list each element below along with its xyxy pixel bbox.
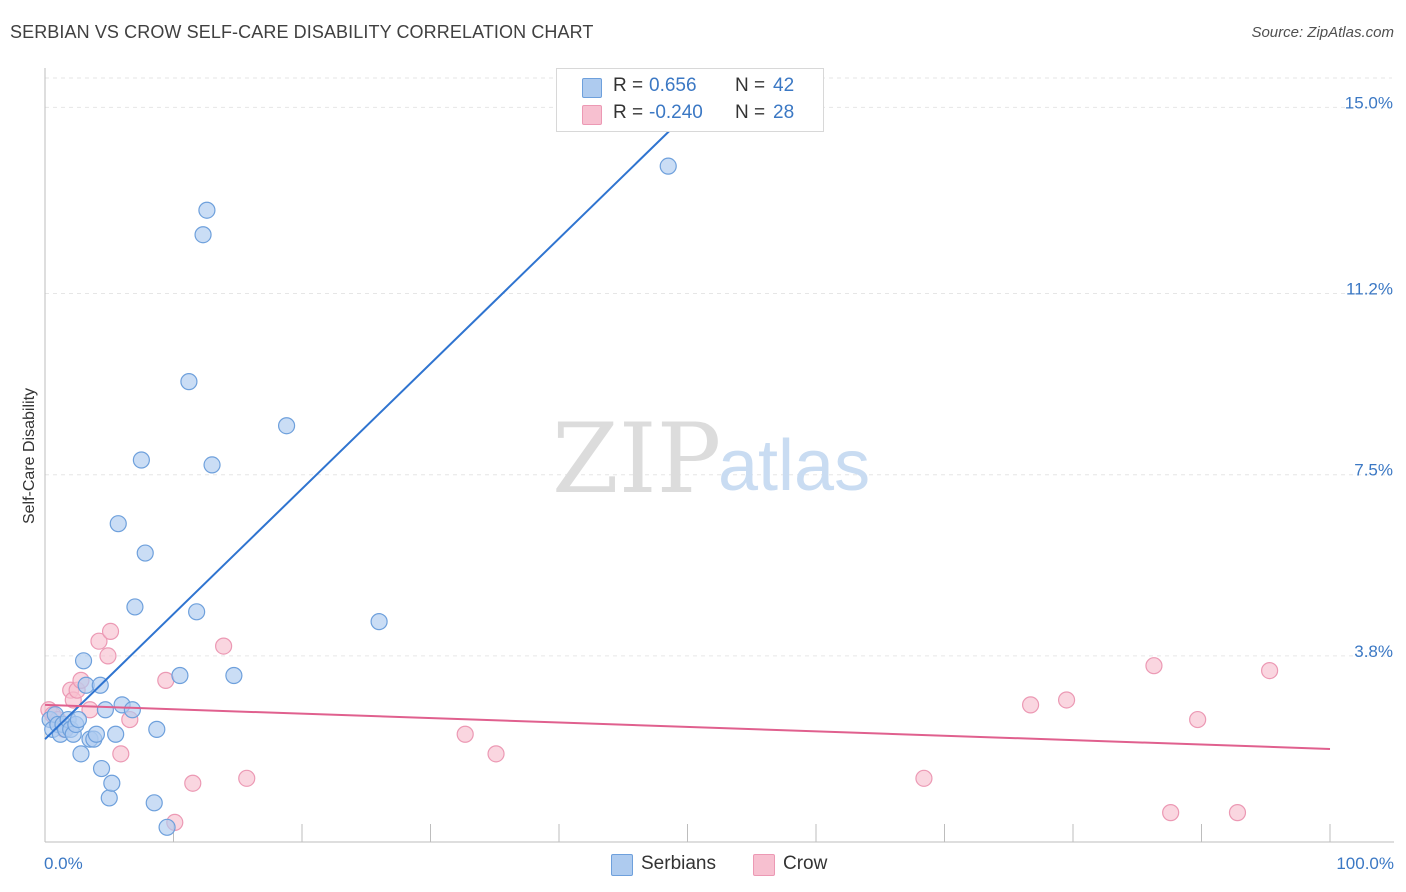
crow-point [1057, 691, 1076, 709]
crow-point [90, 632, 108, 650]
source-credit: Source: ZipAtlas.com [1251, 24, 1394, 41]
serbian-point [103, 774, 121, 792]
crow-point [456, 725, 474, 743]
crow-trend-line [44, 703, 1331, 750]
serbian-point [109, 515, 127, 533]
serbians-trend-line [44, 121, 680, 740]
r-label: R = [613, 102, 644, 123]
serbian-point [107, 725, 125, 743]
watermark-atlas: atlas [718, 426, 870, 506]
serbian-point [87, 725, 106, 743]
serbian-point [132, 451, 150, 469]
y-tick-label: 15.0% [1345, 93, 1393, 112]
serbian-point [72, 745, 90, 763]
y-tick-label: 7.5% [1354, 461, 1393, 480]
crow-point [238, 769, 256, 787]
serbian-points [41, 157, 677, 836]
n-value: 28 [773, 102, 795, 123]
crow-point [112, 745, 130, 763]
serbian-point [659, 157, 677, 175]
crow-point [101, 622, 120, 641]
r-label: R = [613, 75, 644, 96]
serbian-point [145, 794, 163, 812]
serbians-swatch [582, 78, 602, 98]
serbian-point [69, 710, 88, 729]
chart-title: SERBIAN VS CROW SELF-CARE DISABILITY COR… [10, 22, 594, 42]
serbian-point [188, 603, 206, 621]
correlation-legend: R = 0.656 N = 42 R = -0.240 N = 28 [556, 68, 824, 132]
serbian-point [74, 652, 93, 670]
y-tick-label: 11.2% [1346, 279, 1393, 298]
serbian-point [203, 456, 221, 474]
serbian-point [194, 226, 212, 244]
serbian-point [126, 598, 144, 616]
serbian-point [180, 373, 198, 391]
legend-row-serbians: R = 0.656 N = 42 [557, 74, 823, 100]
crow-swatch [582, 105, 602, 125]
n-label: N = [735, 102, 766, 123]
crow-point [1261, 661, 1279, 680]
crow-point [215, 637, 233, 655]
serbian-point [148, 720, 166, 738]
legend-label-serbians: Serbians [641, 853, 716, 874]
crow-point [487, 745, 505, 763]
x-tick-label: 100.0% [1336, 854, 1394, 873]
n-label: N = [735, 75, 766, 96]
crow-point [1145, 657, 1163, 675]
crow-point [915, 769, 933, 787]
crow-point [1189, 710, 1207, 729]
serbian-point [370, 613, 388, 631]
r-value: 0.656 [649, 75, 697, 96]
serbian-point [225, 666, 243, 685]
serbian-point [171, 666, 189, 685]
serbian-point [277, 417, 296, 435]
trend-lines [44, 121, 1331, 750]
crow-point [1228, 804, 1247, 822]
crow-point [1021, 696, 1040, 714]
serbian-point [92, 759, 111, 778]
serbian-point [198, 201, 216, 219]
crow-point [99, 647, 117, 665]
serbian-point [100, 789, 118, 807]
y-axis-label: Self-Care Disability [21, 388, 38, 524]
x-tick-labels: 0.0% 100.0% [44, 854, 1394, 873]
legend-row-crow: R = -0.240 N = 28 [557, 101, 823, 127]
y-tick-labels: 3.8% 7.5% 11.2% 15.0% [1345, 93, 1393, 661]
legend-label-crow: Crow [783, 853, 828, 874]
serbian-point [123, 701, 141, 719]
crow-point [1162, 804, 1180, 822]
y-tick-label: 3.8% [1354, 642, 1393, 661]
serbian-point [158, 818, 176, 836]
serbian-point [96, 701, 114, 719]
x-tick-label: 0.0% [44, 854, 83, 873]
n-value: 42 [773, 75, 795, 96]
serbian-point [136, 544, 154, 562]
series-legend: Serbians Crow [0, 852, 1406, 878]
crow-swatch [753, 854, 775, 876]
gridlines [45, 77, 1392, 657]
serbians-swatch [611, 854, 633, 876]
crow-point [184, 774, 202, 792]
r-value: -0.240 [649, 102, 703, 123]
watermark-zip: ZIP [552, 403, 721, 515]
